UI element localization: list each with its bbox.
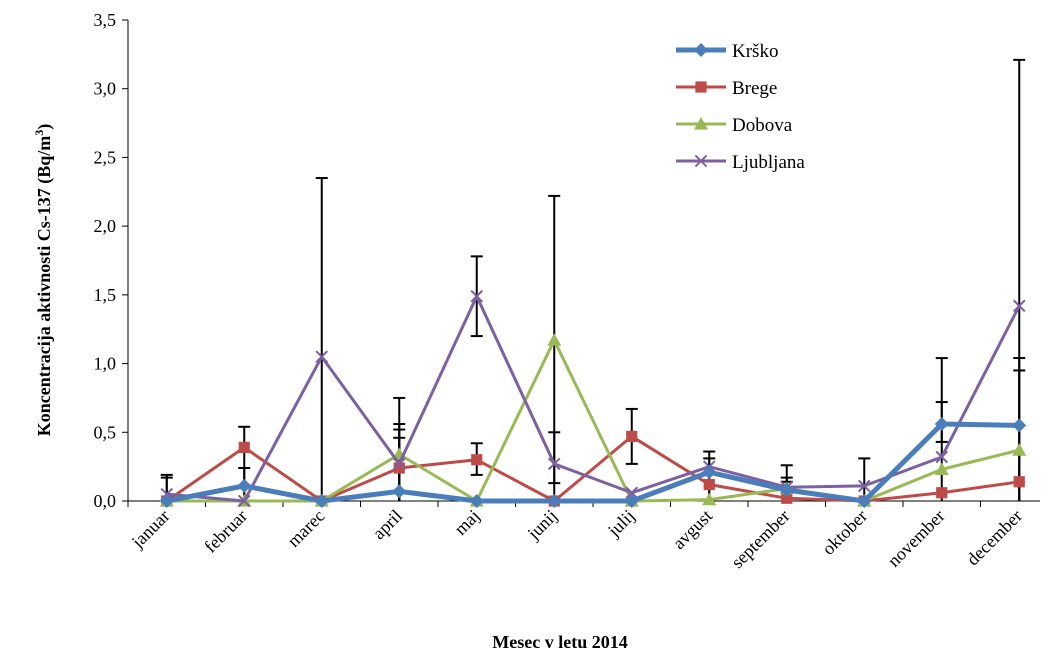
y-tick-label: 0,5 bbox=[94, 422, 117, 442]
data-point bbox=[469, 494, 484, 508]
series-line bbox=[166, 421, 1020, 504]
data-point bbox=[392, 457, 406, 471]
x-tick-label: maj bbox=[450, 506, 483, 539]
data-point bbox=[315, 350, 329, 364]
data-point bbox=[238, 441, 250, 454]
data-point bbox=[1013, 476, 1025, 488]
y-tick-label: 2,0 bbox=[94, 216, 117, 236]
error-bar bbox=[548, 431, 561, 501]
series-kr-ko bbox=[159, 417, 1027, 508]
x-tick-label: februar bbox=[200, 506, 251, 557]
x-tick-label: avgust bbox=[669, 506, 716, 553]
data-point bbox=[702, 492, 717, 506]
y-axis-ticks: 0,0 0,5 1,0 1,5 2,0 2,5 3,0 3,5 bbox=[94, 10, 128, 511]
legend-label: Dobova bbox=[732, 115, 793, 136]
axes bbox=[127, 20, 1040, 502]
x-tick-label: september bbox=[727, 506, 793, 572]
data-point bbox=[470, 289, 484, 303]
legend-label: Ljubljana bbox=[732, 152, 805, 173]
legend-item: Brege bbox=[676, 78, 777, 99]
data-point bbox=[626, 430, 638, 443]
legend-marker bbox=[694, 154, 708, 168]
error-bar bbox=[315, 177, 328, 501]
y-tick-label: 3,5 bbox=[94, 10, 117, 30]
data-point bbox=[314, 494, 329, 508]
data-point bbox=[159, 494, 174, 508]
series-line bbox=[165, 434, 1020, 503]
x-tick-label: januar bbox=[127, 506, 174, 553]
data-point bbox=[857, 494, 872, 508]
y-axis-title-superscript: 3 bbox=[32, 130, 46, 136]
data-point bbox=[934, 417, 949, 432]
y-tick-label: 0,0 bbox=[94, 491, 117, 511]
data-point bbox=[393, 462, 405, 474]
legend-item: Dobova bbox=[676, 115, 793, 136]
legend-marker bbox=[694, 43, 708, 57]
x-tick-label: oktober bbox=[818, 506, 871, 559]
legend-label: Brege bbox=[732, 78, 777, 99]
legend: Krško Brege Dobova Ljubljana bbox=[676, 41, 805, 173]
legend-item: Krško bbox=[676, 41, 778, 62]
data-point bbox=[471, 454, 483, 466]
data-point bbox=[237, 478, 252, 493]
data-point bbox=[547, 457, 561, 471]
x-tick-label: julij bbox=[603, 506, 638, 541]
legend-marker bbox=[695, 81, 707, 93]
x-tick-label: november bbox=[884, 506, 949, 571]
x-tick-label: marec bbox=[283, 506, 328, 551]
data-point bbox=[625, 486, 639, 500]
data-point bbox=[857, 479, 871, 493]
data-point bbox=[702, 465, 717, 480]
data-point bbox=[935, 450, 949, 464]
data-point bbox=[936, 487, 948, 499]
error-bar bbox=[858, 457, 871, 501]
error-bars bbox=[160, 58, 1026, 501]
data-point bbox=[781, 492, 793, 504]
data-point bbox=[779, 483, 794, 498]
series-lines bbox=[159, 289, 1027, 508]
legend-item: Ljubljana bbox=[676, 152, 805, 173]
y-axis-title: Koncentracija aktivnosti Cs-137 (Bq/m3) bbox=[32, 124, 55, 437]
data-point bbox=[1012, 299, 1026, 313]
legend-marker bbox=[694, 117, 708, 130]
y-axis-title-main: Koncentracija aktivnosti Cs-137 (Bq/m bbox=[34, 136, 55, 437]
data-point bbox=[934, 462, 949, 475]
series-ljubljana bbox=[160, 289, 1026, 508]
x-axis-title: Mesec v letu 2014 bbox=[492, 632, 627, 652]
y-tick-label: 3,0 bbox=[94, 79, 117, 99]
data-point bbox=[624, 494, 639, 508]
x-tick-label: december bbox=[962, 506, 1026, 570]
series-line bbox=[166, 294, 1021, 503]
data-point bbox=[392, 484, 407, 499]
data-point bbox=[1012, 418, 1027, 433]
data-point bbox=[1012, 443, 1027, 456]
data-point bbox=[237, 494, 251, 508]
x-tick-label: april bbox=[369, 506, 406, 543]
x-axis-ticks: januar februar marec april maj junij julij avgu… bbox=[127, 501, 1026, 572]
y-tick-label: 1,0 bbox=[94, 354, 117, 374]
legend-label: Krško bbox=[732, 41, 778, 62]
data-point bbox=[547, 494, 562, 508]
x-tick-label: junij bbox=[523, 506, 561, 544]
data-point bbox=[547, 333, 562, 346]
y-tick-label: 2,5 bbox=[94, 147, 117, 167]
data-point bbox=[703, 478, 715, 491]
y-tick-label: 1,5 bbox=[94, 285, 117, 305]
y-axis-title-close: ) bbox=[34, 124, 55, 130]
